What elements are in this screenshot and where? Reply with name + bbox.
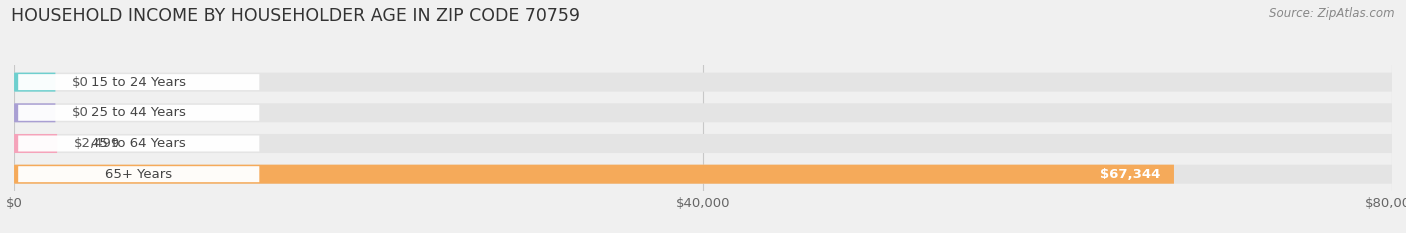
- Text: 45 to 64 Years: 45 to 64 Years: [91, 137, 186, 150]
- Text: 25 to 44 Years: 25 to 44 Years: [91, 106, 186, 119]
- Text: 15 to 24 Years: 15 to 24 Years: [91, 76, 186, 89]
- Text: $67,344: $67,344: [1099, 168, 1160, 181]
- FancyBboxPatch shape: [14, 165, 1174, 184]
- FancyBboxPatch shape: [14, 134, 1392, 153]
- FancyBboxPatch shape: [14, 73, 55, 92]
- FancyBboxPatch shape: [14, 73, 1392, 92]
- Text: 65+ Years: 65+ Years: [105, 168, 173, 181]
- FancyBboxPatch shape: [18, 166, 259, 182]
- FancyBboxPatch shape: [18, 136, 259, 151]
- FancyBboxPatch shape: [18, 74, 259, 90]
- Text: $0: $0: [72, 76, 89, 89]
- Text: $0: $0: [72, 106, 89, 119]
- FancyBboxPatch shape: [18, 105, 259, 121]
- Text: Source: ZipAtlas.com: Source: ZipAtlas.com: [1270, 7, 1395, 20]
- Text: HOUSEHOLD INCOME BY HOUSEHOLDER AGE IN ZIP CODE 70759: HOUSEHOLD INCOME BY HOUSEHOLDER AGE IN Z…: [11, 7, 581, 25]
- FancyBboxPatch shape: [14, 134, 58, 153]
- FancyBboxPatch shape: [14, 103, 1392, 122]
- FancyBboxPatch shape: [14, 165, 1392, 184]
- Text: $2,499: $2,499: [73, 137, 120, 150]
- FancyBboxPatch shape: [14, 103, 55, 122]
